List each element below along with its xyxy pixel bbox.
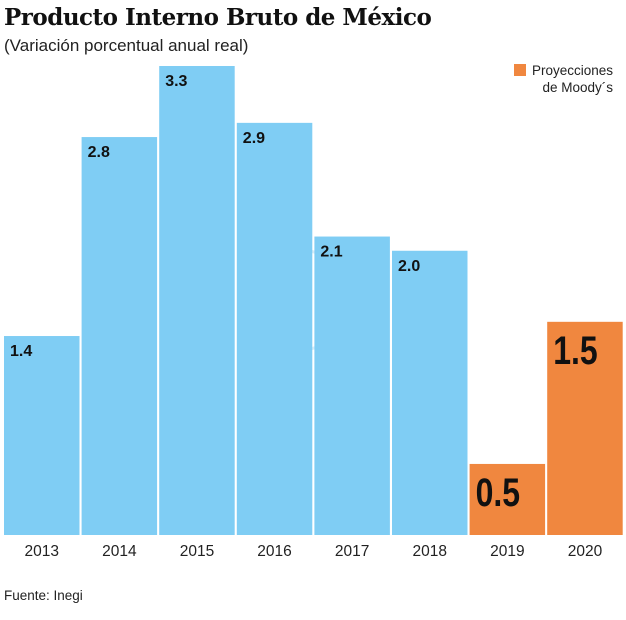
bar-2016 bbox=[236, 122, 313, 536]
x-tick-label: 2018 bbox=[413, 543, 447, 560]
source-note: Fuente: Inegi bbox=[4, 588, 83, 603]
data-label-2016: 2.9 bbox=[243, 130, 265, 147]
x-tick-label: 2016 bbox=[257, 543, 291, 560]
legend: Proyecciones de Moody´s bbox=[514, 62, 613, 96]
x-tick-label: 2014 bbox=[102, 543, 137, 560]
x-tick-label: 2019 bbox=[490, 543, 524, 560]
data-label-2013: 1.4 bbox=[10, 343, 32, 360]
x-tick-label: 2013 bbox=[25, 543, 59, 560]
bar-2013 bbox=[4, 336, 80, 535]
x-tick-label: 2020 bbox=[568, 543, 603, 560]
data-label-2018: 2.0 bbox=[398, 258, 420, 275]
legend-swatch-projection bbox=[514, 64, 526, 76]
bar-2020 bbox=[547, 321, 623, 535]
legend-label-line1: Proyecciones bbox=[532, 63, 614, 78]
bar-2019 bbox=[469, 463, 546, 535]
data-label-2014: 2.8 bbox=[88, 144, 110, 161]
chart-subtitle: (Variación porcentual anual real) bbox=[4, 36, 249, 55]
data-label-2020: 1.5 bbox=[553, 327, 597, 372]
bar-2015 bbox=[159, 66, 235, 535]
data-label-2019: 0.5 bbox=[476, 469, 520, 514]
x-tick-label: 2015 bbox=[180, 543, 214, 560]
legend-label-line2: de Moody´s bbox=[542, 80, 614, 95]
data-label-2017: 2.1 bbox=[320, 244, 342, 261]
bar-2014 bbox=[81, 137, 158, 535]
chart-title: Producto Interno Bruto de México bbox=[4, 4, 432, 31]
data-label-2015: 3.3 bbox=[165, 73, 187, 90]
bar-2018 bbox=[392, 250, 468, 535]
x-tick-label: 2017 bbox=[335, 543, 369, 560]
bar-2017 bbox=[314, 236, 390, 535]
